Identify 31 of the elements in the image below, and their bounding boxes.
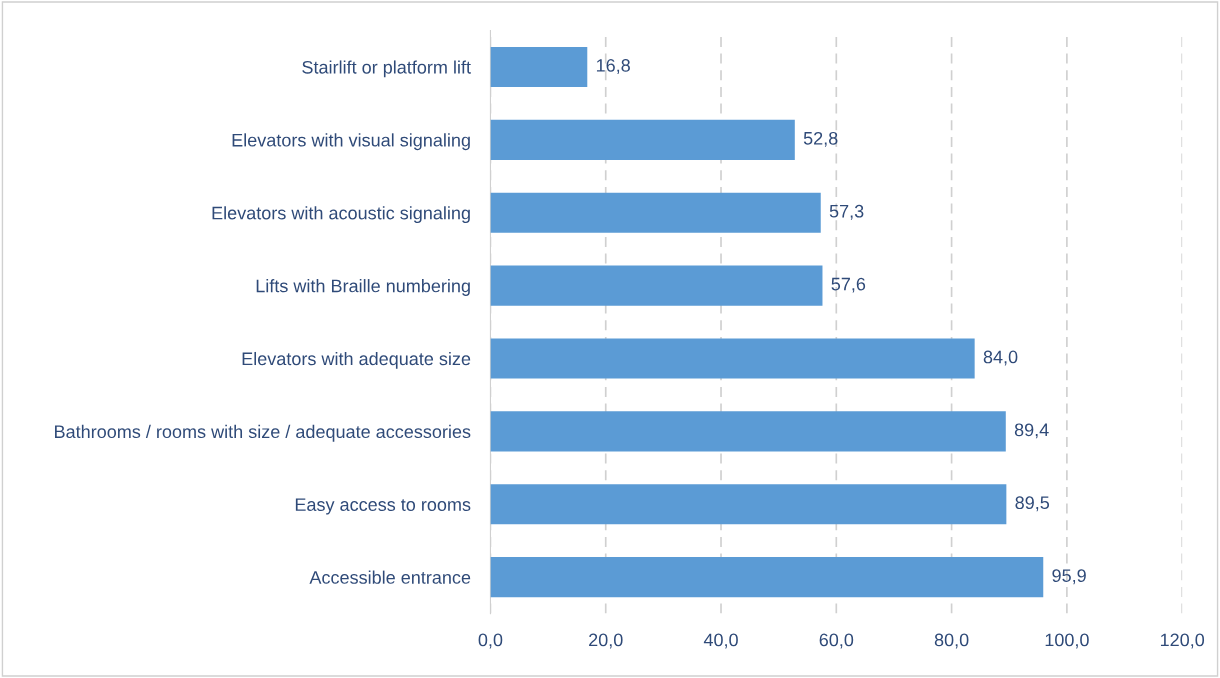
- data-label: 84,0: [983, 350, 1018, 366]
- x-tick-label: 80,0: [934, 633, 969, 649]
- data-label: 57,6: [831, 277, 866, 293]
- data-label: 89,5: [1015, 496, 1050, 512]
- y-tick-label: Accessible entrance: [309, 570, 471, 584]
- bar: [490, 119, 795, 160]
- bar: [490, 557, 1044, 598]
- bar: [490, 484, 1007, 525]
- y-tick-label: Stairlift or platform lift: [302, 60, 471, 78]
- bar: [490, 46, 588, 87]
- bar: [490, 411, 1006, 452]
- x-tick-label: 20,0: [589, 633, 623, 649]
- y-tick-label: Bathrooms / rooms with size / adequate accessories: [55, 424, 471, 442]
- x-tick-label: 0,0: [478, 633, 503, 649]
- y-tick-label: Easy access to rooms: [295, 498, 471, 515]
- y-tick-label: Elevators with acoustic signaling: [212, 206, 470, 224]
- data-label: 95,9: [1052, 569, 1086, 585]
- bar: [490, 338, 975, 379]
- data-label: 52,8: [803, 131, 838, 147]
- data-label: 57,3: [829, 204, 864, 220]
- bar: [490, 265, 823, 306]
- data-label: 89,4: [1014, 423, 1049, 439]
- x-tick-label: 120,0: [1160, 633, 1205, 649]
- y-tick-label: Elevators with visual signaling: [232, 133, 470, 151]
- y-tick-label: Lifts with Braille numbering: [256, 279, 470, 296]
- x-tick-label: 40,0: [703, 633, 738, 649]
- data-label: 16,8: [596, 59, 630, 74]
- bar: [490, 192, 821, 233]
- y-tick-label: Elevators with adequate size: [242, 351, 471, 369]
- x-tick-label: 60,0: [819, 633, 854, 649]
- x-tick-label: 100,0: [1045, 633, 1089, 649]
